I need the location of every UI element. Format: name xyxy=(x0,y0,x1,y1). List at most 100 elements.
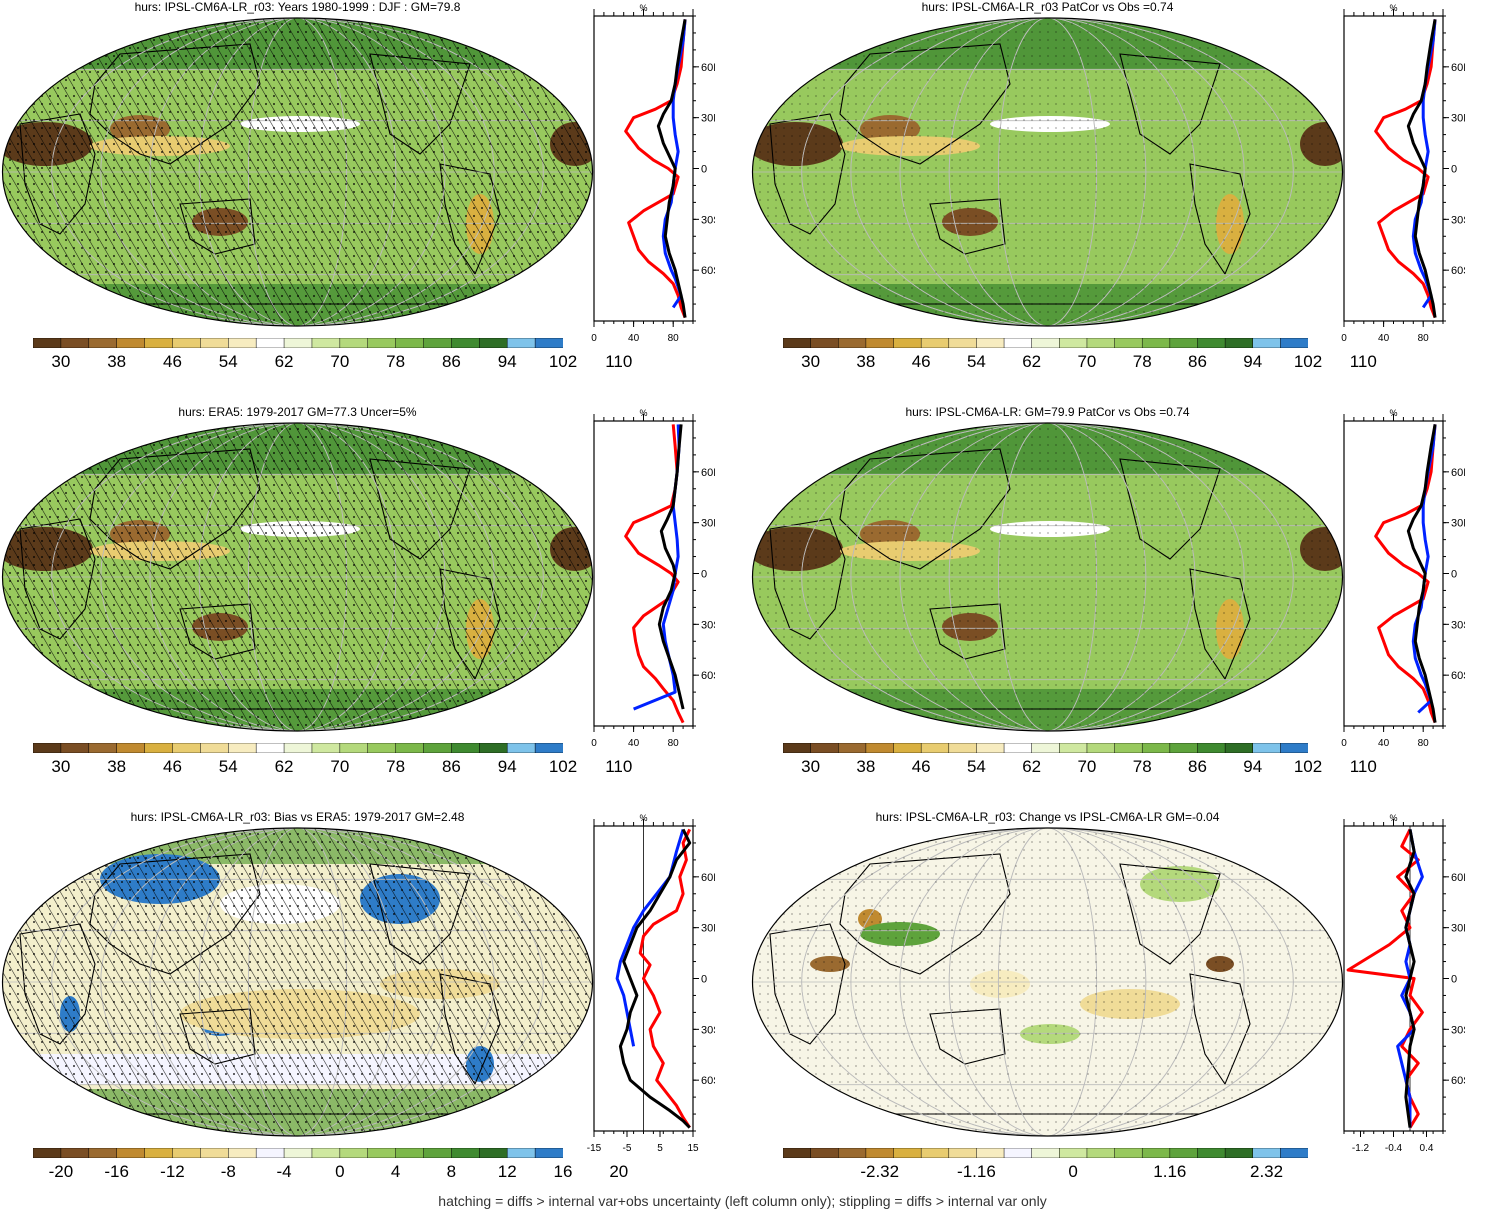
colorbar-tick-label: 16 xyxy=(553,1162,573,1181)
colorbar-cell xyxy=(60,1148,90,1158)
colorbar-cell xyxy=(1141,338,1171,348)
colorbar-cell xyxy=(920,743,950,753)
colorbar-tick-label: 86 xyxy=(1188,352,1207,371)
x-tick-label: 0 xyxy=(591,738,597,749)
colorbar-cell xyxy=(1114,743,1143,753)
colorbar-cell xyxy=(395,1148,425,1158)
colorbar-cell xyxy=(1114,1148,1143,1158)
x-tick-label: 0 xyxy=(591,333,597,344)
colorbar-cell xyxy=(423,743,453,753)
colorbar xyxy=(783,338,1308,348)
zonal-mean-profile: % 60N 30N 0 30S 60S 0 40 80 xyxy=(1341,3,1465,344)
colorbar-cell xyxy=(144,338,174,348)
colorbar-cell xyxy=(311,1148,341,1158)
colorbar-cell xyxy=(893,743,922,753)
lat-label: 0 xyxy=(701,569,707,581)
colorbar-cell xyxy=(339,743,369,753)
x-tick-label: 40 xyxy=(1378,333,1390,344)
colorbar-labels: 30 38 46 54 62 70 78 86 94 102 110 xyxy=(783,757,1377,777)
colorbar-cell xyxy=(1280,338,1308,348)
panel-title: hurs: IPSL-CM6A-LR_r03: Bias vs ERA5: 19… xyxy=(130,810,465,824)
colorbar-tick-label: -20 xyxy=(48,1162,74,1181)
colorbar-tick-label: -1.16 xyxy=(957,1162,996,1181)
x-tick-label: 80 xyxy=(1418,738,1430,749)
lat-label: 30S xyxy=(701,1024,715,1036)
colorbar-tick-label: 46 xyxy=(911,757,931,776)
map-robinson xyxy=(1,827,594,1137)
colorbar-cell xyxy=(1031,1148,1061,1158)
profile-line-black xyxy=(1406,19,1437,318)
lat-label: 0 xyxy=(1451,164,1457,176)
map-border xyxy=(1,17,594,327)
colorbar-cell xyxy=(506,338,536,348)
colorbar-cell xyxy=(33,338,62,348)
profile-line-black xyxy=(618,828,692,1129)
map-border xyxy=(751,422,1344,732)
colorbar-cell xyxy=(255,743,285,753)
colorbar-cell xyxy=(810,743,840,753)
colorbar-cell xyxy=(948,338,978,348)
footer-note: hatching = diffs > internal var+obs unce… xyxy=(438,1193,1047,1209)
colorbar-tick-label: 54 xyxy=(966,352,986,371)
colorbar-tick-label: 78 xyxy=(1132,757,1152,776)
colorbar-cell xyxy=(1086,1148,1116,1158)
map-field xyxy=(752,828,1343,1136)
colorbar-cell xyxy=(920,338,950,348)
colorbar-tick-label: 46 xyxy=(911,352,931,371)
colorbar xyxy=(33,338,563,348)
colorbar-cell xyxy=(228,338,257,348)
colorbar-cell xyxy=(1031,338,1061,348)
map-robinson xyxy=(1,422,594,732)
colorbar-tick-label: -16 xyxy=(104,1162,129,1181)
colorbar-cell xyxy=(88,1148,118,1158)
x-tick-label: -0.4 xyxy=(1385,1143,1403,1154)
map-field xyxy=(2,828,593,1136)
x-tick-label: 40 xyxy=(628,333,640,344)
colorbar-tick-label: 102 xyxy=(548,757,578,776)
colorbar-cell xyxy=(311,338,341,348)
profile-line-red xyxy=(638,828,692,1129)
zonal-mean-profile: % 60N 30N 0 30S 60S 0 40 80 xyxy=(591,408,715,749)
colorbar-tick-label: 78 xyxy=(386,352,406,371)
colorbar-cell xyxy=(920,1148,950,1158)
panel-title: hurs: IPSL-CM6A-LR_r03: Years 1980-1999 … xyxy=(134,0,461,14)
x-tick-label: -5 xyxy=(623,1143,632,1154)
x-tick-label: 0 xyxy=(1341,333,1347,344)
colorbar-cell xyxy=(838,743,867,753)
colorbar-cell xyxy=(33,1148,62,1158)
colorbar-cell xyxy=(506,743,536,753)
colorbar-tick-label: 8 xyxy=(446,1162,457,1181)
colorbar-tick-label: 94 xyxy=(497,757,517,776)
colorbar-cell xyxy=(1059,1148,1088,1158)
profile-unit: % xyxy=(639,813,647,823)
colorbar-tick-label: 38 xyxy=(856,352,876,371)
colorbar-tick-label: 78 xyxy=(1132,352,1152,371)
colorbar-tick-label: 70 xyxy=(330,352,350,371)
colorbar-tick-label: 86 xyxy=(1188,757,1207,776)
colorbar-cell xyxy=(1169,1148,1199,1158)
colorbar-cell xyxy=(255,1148,285,1158)
colorbar-cell xyxy=(200,743,230,753)
lat-label: 60N xyxy=(1451,467,1465,479)
map-robinson xyxy=(751,827,1344,1137)
stippling-overlay xyxy=(752,828,1343,1136)
lat-label: 60N xyxy=(1451,872,1465,884)
map-field xyxy=(752,18,1343,326)
colorbar-cell xyxy=(395,743,425,753)
x-tick-label: 80 xyxy=(668,333,680,344)
colorbar-cell xyxy=(200,1148,230,1158)
colorbar-tick-label: 62 xyxy=(1022,757,1042,776)
colorbar-cell xyxy=(88,338,118,348)
colorbar-cell xyxy=(1252,1148,1282,1158)
colorbar-cell xyxy=(1169,338,1199,348)
x-tick-label: -15 xyxy=(587,1143,602,1154)
colorbar-cell xyxy=(1086,743,1116,753)
colorbar-cell xyxy=(1003,743,1033,753)
colorbar-tick-label: 30 xyxy=(801,352,821,371)
colorbar-cell xyxy=(339,1148,369,1158)
lat-label: 30S xyxy=(701,214,715,226)
colorbar-cell xyxy=(228,743,257,753)
colorbar-tick-label: 38 xyxy=(856,757,876,776)
lat-label: 60N xyxy=(701,467,715,479)
colorbar-cell xyxy=(283,338,313,348)
